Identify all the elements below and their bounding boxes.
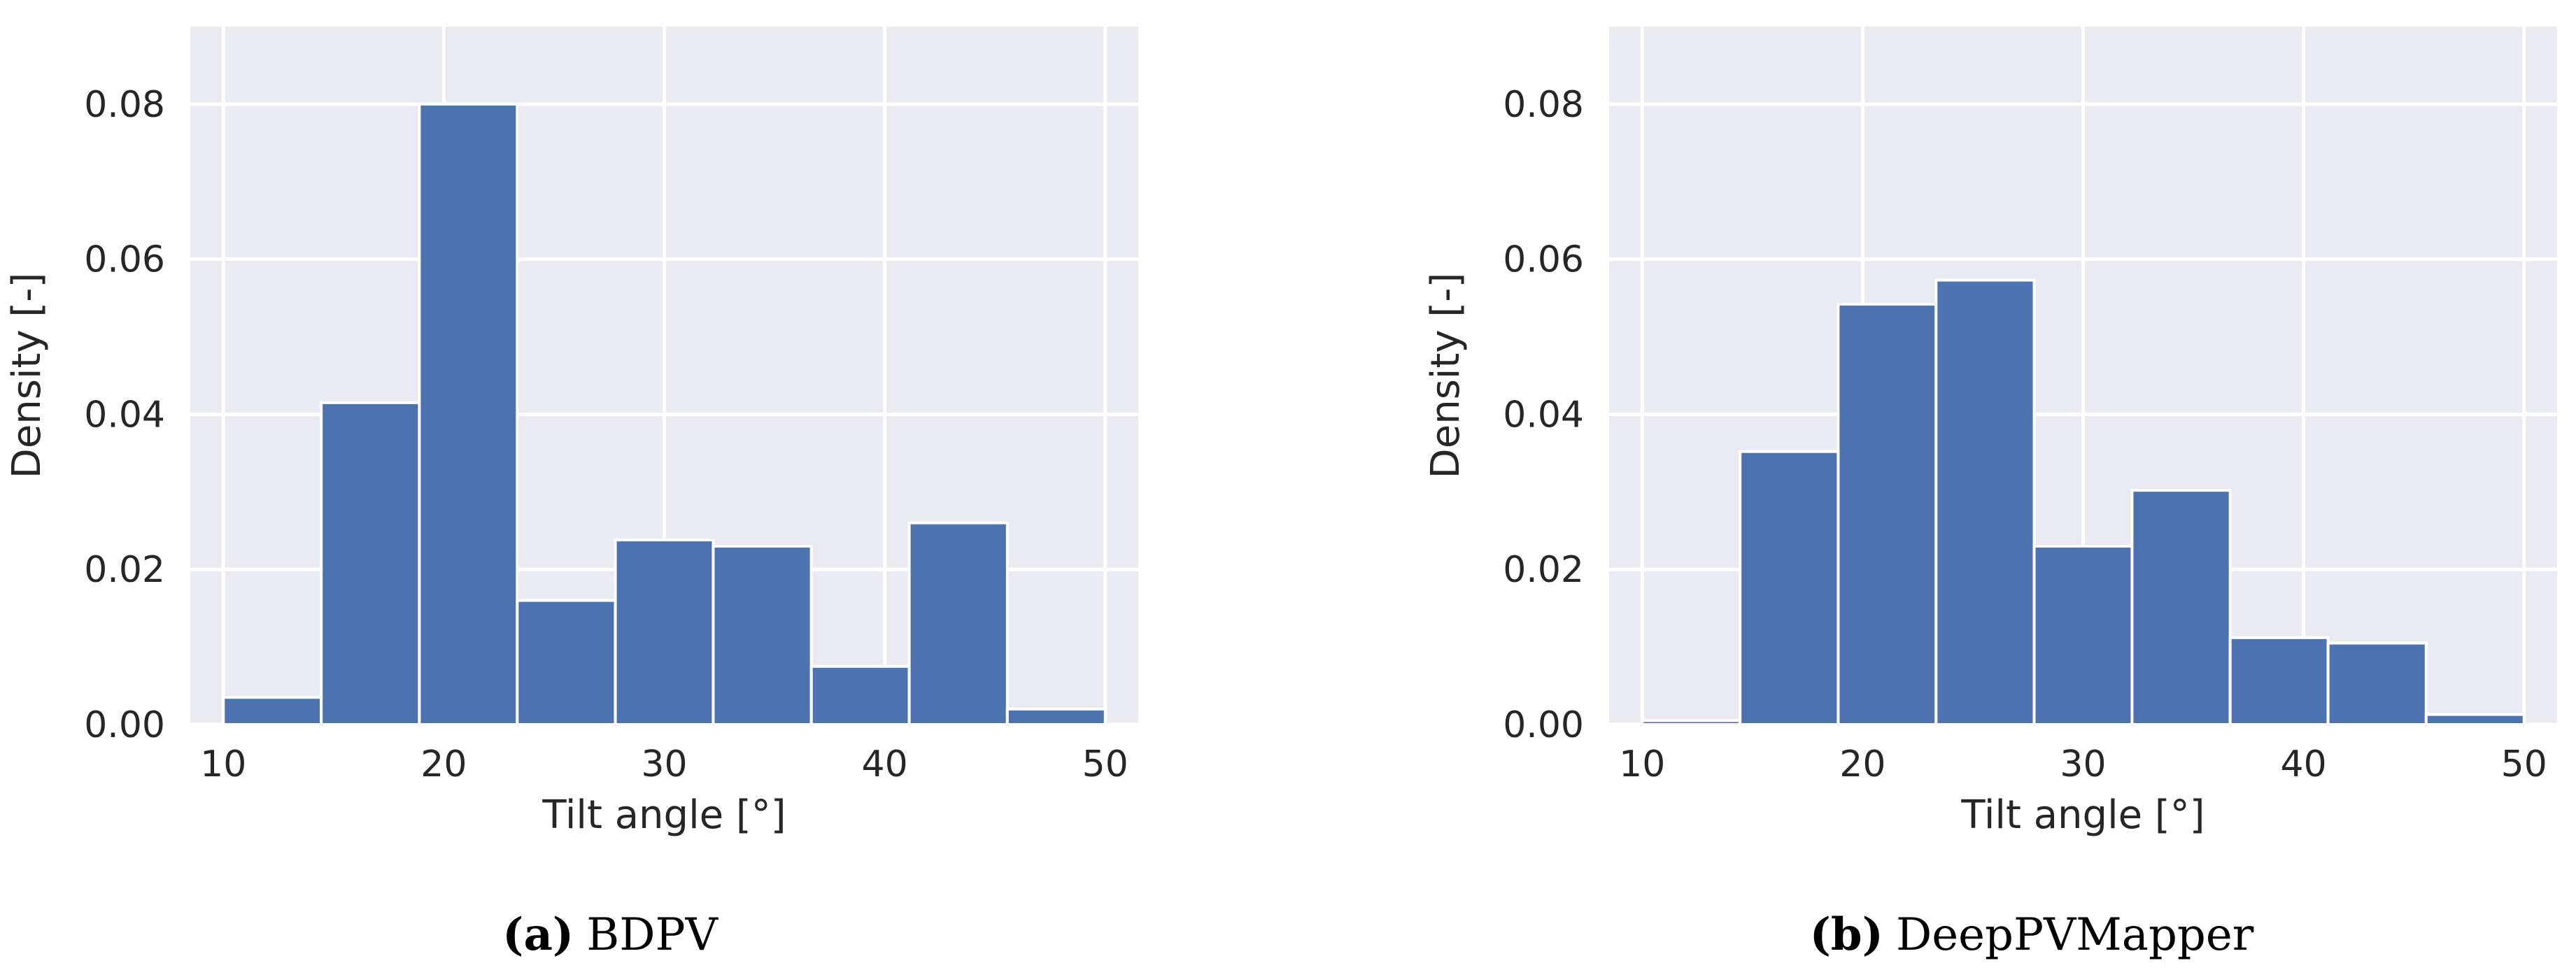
y-tick-label: 0.04 — [84, 394, 165, 436]
y-axis-label: Density [-] — [4, 273, 50, 479]
x-tick-label: 40 — [2281, 743, 2327, 785]
x-tick-label: 10 — [200, 743, 246, 785]
x-tick-label: 20 — [1839, 743, 1885, 785]
y-tick-label: 0.08 — [84, 84, 165, 126]
histogram-bar — [2424, 713, 2526, 727]
x-axis-label: Tilt angle [°] — [1960, 792, 2205, 838]
histogram-bar — [1837, 302, 1938, 726]
histogram-bar — [907, 521, 1009, 726]
caption-label: (b) — [1810, 908, 1883, 961]
y-tick-label: 0.04 — [1503, 394, 1584, 436]
histogram-bar — [320, 401, 421, 726]
histogram-bar — [712, 544, 813, 727]
histogram-bar — [418, 102, 519, 726]
x-tick-label: 10 — [1619, 743, 1665, 785]
histogram-bar — [2326, 641, 2428, 726]
histogram-bar — [1934, 278, 2036, 726]
caption-text: BDPV — [586, 909, 719, 961]
y-axis-label: Density [-] — [1423, 273, 1469, 479]
histogram-bar — [2032, 544, 2134, 727]
y-tick-label: 0.02 — [84, 549, 165, 591]
histogram-bar — [2228, 636, 2330, 726]
y-tick-label: 0.00 — [84, 704, 165, 746]
subfigure-caption: (a) BDPV — [502, 908, 719, 961]
y-tick-label: 0.00 — [1503, 704, 1584, 746]
histogram-bar — [222, 696, 323, 727]
caption-label: (a) — [502, 908, 574, 961]
x-tick-label: 30 — [641, 743, 687, 785]
x-tick-label: 40 — [862, 743, 908, 785]
x-tick-label: 20 — [420, 743, 467, 785]
chart-deeppvmapper: 10 20 30 40 50 0.00 0.02 0.04 0.06 0.08 Tilt angle… — [1423, 27, 2557, 961]
caption-text: DeepPVMapper — [1896, 909, 2254, 961]
subfigure-caption: (b) DeepPVMapper — [1810, 908, 2254, 961]
chart-bdpv: 10 20 30 40 50 0.00 0.02 0.04 0.06 0.08 Tilt angle… — [4, 27, 1138, 961]
histogram-bar — [2130, 489, 2232, 726]
histogram-bar — [614, 539, 715, 727]
y-tick-label: 0.02 — [1503, 549, 1584, 591]
x-tick-label: 50 — [1082, 743, 1128, 785]
y-tick-label: 0.06 — [1503, 239, 1584, 281]
histogram-bar — [809, 664, 911, 726]
histogram-bar — [1005, 707, 1107, 726]
histogram-bar — [1641, 719, 1742, 727]
x-tick-label: 30 — [2060, 743, 2106, 785]
histogram-bar — [1739, 450, 1840, 726]
y-tick-label: 0.08 — [1503, 84, 1584, 126]
x-axis-label: Tilt angle [°] — [542, 792, 786, 838]
y-tick-label: 0.06 — [84, 239, 165, 281]
x-tick-label: 50 — [2501, 743, 2547, 785]
histogram-bar — [516, 599, 617, 726]
